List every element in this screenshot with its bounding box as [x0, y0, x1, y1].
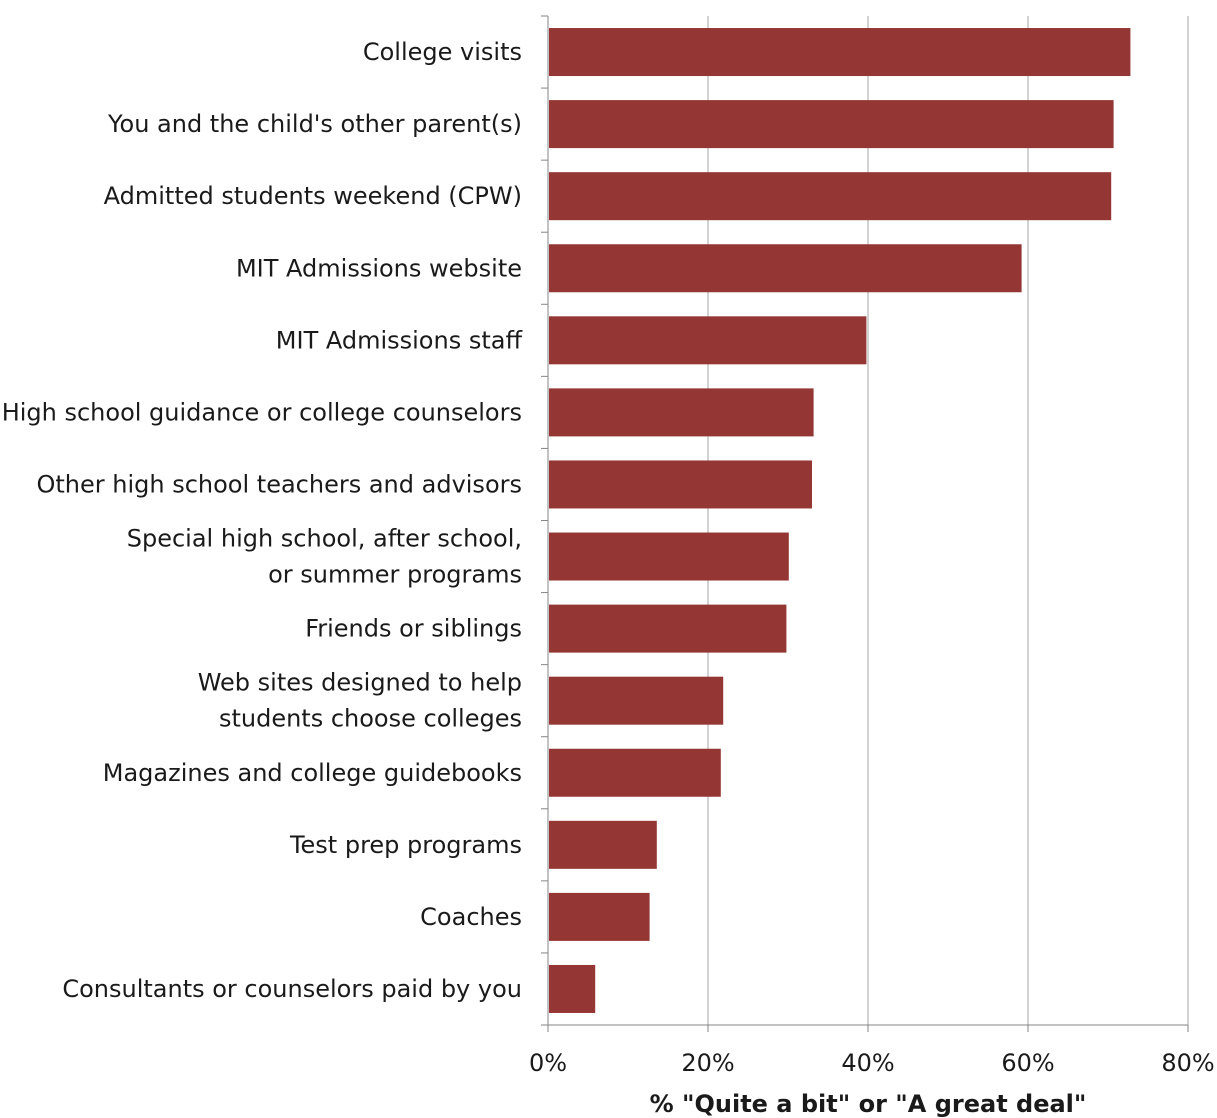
x-tick-label: 80%: [1161, 1049, 1214, 1077]
x-tick-label: 20%: [681, 1049, 734, 1077]
bar: [549, 964, 596, 1013]
category-label: Magazines and college guidebooks: [103, 759, 522, 787]
bar: [549, 388, 814, 437]
category-label: College visits: [363, 38, 522, 66]
category-label: Consultants or counselors paid by you: [62, 975, 522, 1003]
category-label: Other high school teachers and advisors: [36, 470, 522, 498]
bar: [549, 316, 867, 365]
bar: [549, 244, 1022, 293]
x-axis-title: % "Quite a bit" or "A great deal": [650, 1090, 1087, 1118]
bar: [549, 532, 789, 581]
category-label: Special high school, after school, or sum…: [127, 525, 522, 589]
x-tick-label: 40%: [841, 1049, 894, 1077]
category-label: MIT Admissions staff: [276, 326, 523, 354]
x-tick-label: 0%: [529, 1049, 567, 1077]
bar: [549, 748, 721, 797]
bar: [549, 100, 1114, 149]
bar: [549, 604, 787, 653]
bars: [549, 28, 1131, 1013]
axes: [541, 15, 1189, 1032]
category-label: Web sites designed to help students choos…: [198, 669, 522, 733]
category-label: Test prep programs: [289, 831, 522, 859]
bar: [549, 28, 1131, 77]
category-label: You and the child's other parent(s): [107, 110, 522, 138]
category-label: Coaches: [420, 903, 522, 931]
category-label: High school guidance or college counselo…: [2, 398, 522, 426]
bar: [549, 820, 657, 869]
category-label: Admitted students weekend (CPW): [104, 182, 522, 210]
bar: [549, 172, 1112, 221]
category-labels: College visits You and the child's other …: [2, 38, 523, 1003]
category-label: Friends or siblings: [305, 615, 522, 643]
x-tick-label: 60%: [1001, 1049, 1054, 1077]
category-label: MIT Admissions website: [236, 254, 522, 282]
x-tick-labels: 0% 20% 40% 60% 80%: [529, 1049, 1215, 1077]
bar: [549, 892, 650, 941]
bar: [549, 460, 812, 509]
bar: [549, 676, 724, 725]
